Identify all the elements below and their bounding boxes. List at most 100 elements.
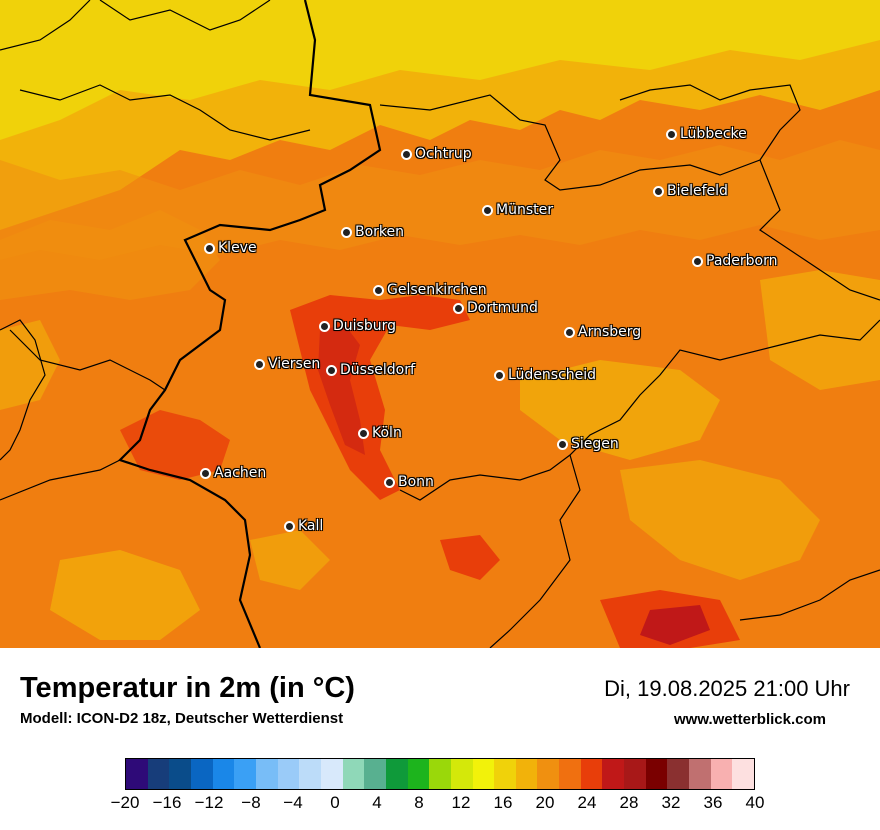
city-label: Siegen	[571, 436, 619, 452]
legend-swatch	[212, 759, 235, 789]
city-marker: Düsseldorf	[326, 362, 415, 378]
city-label: Paderborn	[706, 253, 778, 269]
legend-swatch	[710, 759, 733, 789]
city-marker: Paderborn	[692, 253, 777, 269]
city-marker: Lübbecke	[666, 126, 747, 142]
legend-swatch	[147, 759, 170, 789]
city-marker: Bielefeld	[653, 183, 728, 199]
legend-tick-label: 8	[414, 793, 424, 812]
legend-swatch	[277, 759, 300, 789]
city-dot	[326, 364, 337, 376]
legend-swatch	[407, 759, 430, 789]
city-marker: Borken	[341, 224, 404, 240]
legend-tick-label: 36	[703, 793, 723, 812]
legend-tick-label: −4	[283, 793, 303, 812]
city-label: Gelsenkirchen	[387, 282, 487, 298]
legend-tick-label: 4	[372, 793, 382, 812]
legend-swatch	[602, 759, 625, 789]
city-dot	[319, 320, 330, 332]
legend-swatch	[624, 759, 646, 789]
legend-tick-label: −16	[152, 793, 182, 812]
legend-ticks: −20 −16 −12 −8 −4 0 4 8 12 16 20 24 28 32 36 40	[111, 793, 765, 823]
city-label: Dortmund	[467, 300, 538, 316]
legend-swatch	[689, 759, 711, 789]
legend-swatch	[667, 759, 690, 789]
city-dot	[384, 476, 395, 488]
legend-swatch	[645, 759, 668, 789]
city-dot	[653, 185, 664, 197]
city-marker: Ochtrup	[401, 146, 472, 162]
legend-swatch	[255, 759, 278, 789]
city-marker: Aachen	[200, 465, 266, 481]
legend-swatch	[559, 759, 581, 789]
city-label: Kall	[298, 518, 324, 534]
city-dot	[204, 242, 215, 254]
city-dot	[453, 302, 464, 314]
legend-swatch	[299, 759, 321, 789]
city-label: Köln	[372, 425, 402, 441]
legend-tick-label: −12	[194, 793, 224, 812]
city-dot	[284, 520, 295, 532]
city-label: Lübbecke	[680, 126, 747, 142]
legend-swatch	[126, 759, 148, 789]
legend-tick-label: 0	[330, 793, 340, 812]
legend-swatch	[472, 759, 495, 789]
legend-tick-label: 24	[577, 793, 597, 812]
city-marker: Köln	[358, 425, 402, 441]
model-info: Modell: ICON-D2 18z, Deutscher Wetterdie…	[20, 710, 344, 727]
website-link: www.wetterblick.com	[674, 711, 826, 728]
city-marker: Duisburg	[319, 318, 396, 334]
legend-swatch	[385, 759, 408, 789]
city-dot	[482, 204, 493, 216]
city-dot	[373, 284, 384, 296]
city-label: Düsseldorf	[340, 362, 415, 378]
legend-swatch	[364, 759, 386, 789]
legend-swatch	[234, 759, 256, 789]
city-dot	[358, 427, 369, 439]
city-dot	[200, 467, 211, 479]
legend-tick-label: 32	[661, 793, 681, 812]
city-label: Borken	[355, 224, 405, 240]
city-dot	[494, 369, 505, 381]
temperature-map: Lübbecke Ochtrup Bielefeld Münster Borke…	[0, 0, 880, 648]
legend-swatch	[429, 759, 451, 789]
city-dot	[341, 226, 352, 238]
city-label: Arnsberg	[578, 324, 642, 340]
city-label: Münster	[496, 202, 553, 218]
legend-swatch	[320, 759, 343, 789]
city-marker: Kleve	[204, 240, 257, 256]
city-marker: Viersen	[254, 356, 320, 372]
legend-swatch	[537, 759, 560, 789]
city-marker: Arnsberg	[564, 324, 641, 340]
city-marker: Münster	[482, 202, 553, 218]
city-marker: Kall	[284, 518, 323, 534]
temperature-field	[0, 0, 880, 648]
city-dot	[692, 255, 703, 267]
city-marker: Lüdenscheid	[494, 367, 596, 383]
city-dot	[557, 438, 568, 450]
city-label: Aachen	[214, 465, 267, 481]
city-marker: Dortmund	[453, 300, 538, 316]
legend-tick-label: 16	[493, 793, 513, 812]
city-label: Lüdenscheid	[508, 367, 597, 383]
legend-tick-label: −20	[110, 793, 140, 812]
map-title: Temperatur in 2m (in °C)	[20, 672, 355, 704]
city-dot	[666, 128, 677, 140]
city-dot	[564, 326, 575, 338]
color-legend	[125, 758, 755, 790]
city-label: Ochtrup	[415, 146, 472, 162]
legend-tick-label: 20	[535, 793, 555, 812]
legend-tick-label: 12	[451, 793, 471, 812]
city-label: Kleve	[218, 240, 257, 256]
city-label: Bonn	[398, 474, 434, 490]
city-marker: Bonn	[384, 474, 434, 490]
legend-swatch	[190, 759, 213, 789]
city-dot	[254, 358, 265, 370]
legend-swatch	[494, 759, 516, 789]
legend-swatch	[515, 759, 538, 789]
city-label: Bielefeld	[667, 183, 728, 199]
legend-tick-label: 40	[745, 793, 765, 812]
legend-swatch	[450, 759, 473, 789]
city-label: Viersen	[268, 356, 321, 372]
legend-tick-label: 28	[619, 793, 639, 812]
